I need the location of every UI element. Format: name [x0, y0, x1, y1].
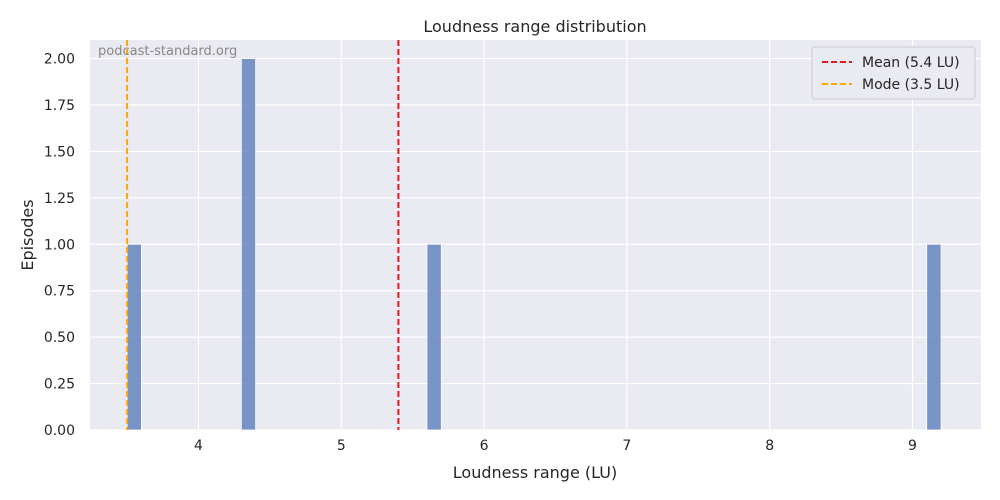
- x-tick-label: 7: [622, 438, 631, 454]
- reference-lines: [126, 40, 400, 430]
- x-tick-label: 8: [765, 438, 774, 454]
- y-tick-label: 0.50: [44, 330, 75, 346]
- legend: Mean (5.4 LU) Mode (3.5 LU): [811, 46, 976, 100]
- legend-entry: Mode (3.5 LU): [862, 77, 960, 93]
- x-tick-label: 9: [908, 438, 917, 454]
- x-tick-labels: 4 5 6 7 8 9: [194, 438, 917, 454]
- y-tick-label: 1.25: [44, 191, 75, 207]
- y-tick-label: 0.75: [44, 284, 75, 300]
- histogram-bar: [926, 243, 942, 431]
- y-gridlines: [90, 57, 981, 431]
- y-tick-label: 0.25: [44, 377, 75, 393]
- x-axis-label: Loudness range (LU): [453, 463, 617, 482]
- y-tick-label: 2.00: [44, 52, 75, 68]
- y-tick-label: 1.00: [44, 237, 75, 253]
- x-tick-label: 6: [480, 438, 489, 454]
- y-axis-label: Episodes: [18, 199, 37, 270]
- histogram-bars: [126, 58, 942, 431]
- histogram-bar: [126, 243, 142, 431]
- watermark: podcast-standard.org: [98, 44, 237, 59]
- histogram-bar: [240, 58, 257, 431]
- chart-title: Loudness range distribution: [423, 17, 646, 36]
- y-tick-label: 1.75: [44, 98, 75, 114]
- histogram-bar: [426, 243, 442, 431]
- x-tick-label: 5: [337, 438, 346, 454]
- legend-entry: Mean (5.4 LU): [862, 55, 960, 71]
- legend-box: [811, 46, 976, 100]
- y-tick-labels: 0.00 0.25 0.50 0.75 1.00 1.25 1.50 1.75 2.00: [44, 52, 75, 439]
- y-tick-label: 0.00: [44, 423, 75, 439]
- x-tick-label: 4: [194, 438, 203, 454]
- y-tick-label: 1.50: [44, 144, 75, 160]
